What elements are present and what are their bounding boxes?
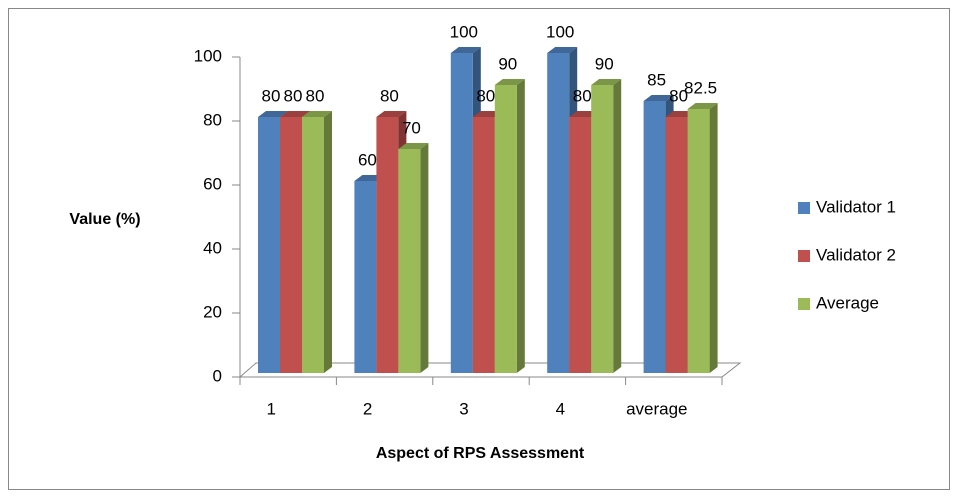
bar-top: [280, 111, 310, 117]
data-label: 100: [546, 22, 574, 41]
bar: [376, 117, 399, 373]
bar-top: [547, 47, 578, 53]
data-label: 80: [380, 86, 399, 105]
legend-swatch: [798, 202, 810, 214]
bar: [665, 117, 688, 373]
data-label: 80: [669, 86, 688, 105]
data-label: 80: [306, 86, 325, 105]
data-label: 70: [402, 118, 421, 137]
x-tick-label: 3: [459, 399, 468, 418]
bar: [687, 109, 710, 373]
y-tick-label: 100: [194, 46, 222, 65]
data-label: 80: [262, 86, 281, 105]
bar: [591, 85, 614, 373]
bar-side: [420, 143, 429, 373]
x-tick-label: average: [626, 399, 687, 418]
data-label: 85: [647, 70, 666, 89]
x-axis-label: Aspect of RPS Assessment: [376, 445, 585, 462]
bar: [643, 101, 666, 373]
bar-top: [643, 95, 674, 101]
bar-side: [709, 103, 718, 373]
bar: [569, 117, 592, 373]
bar: [398, 149, 421, 373]
data-label: 80: [476, 86, 495, 105]
bar: [450, 53, 473, 373]
bar: [472, 117, 495, 373]
bar-top: [302, 111, 332, 117]
bar-top: [258, 111, 288, 117]
y-tick-label: 0: [213, 366, 222, 385]
y-tick-label: 20: [203, 302, 222, 321]
bar: [547, 53, 570, 373]
bar-top: [450, 47, 481, 53]
x-tick-label: 2: [363, 399, 372, 418]
x-tick-label: 4: [556, 399, 565, 418]
data-label: 80: [573, 86, 592, 105]
legend-swatch: [798, 298, 810, 310]
bar-top: [687, 103, 718, 109]
bar-side: [613, 79, 622, 373]
data-label: 80: [284, 86, 303, 105]
bar-side: [516, 79, 525, 373]
y-axis-label: Value (%): [69, 211, 140, 228]
bar-top: [494, 79, 525, 85]
legend-label: Average: [816, 293, 879, 312]
data-label: 82.5: [684, 78, 717, 97]
bar-top: [398, 143, 429, 149]
bar: [302, 117, 324, 373]
y-tick-label: 40: [203, 238, 222, 257]
bar-top: [376, 111, 407, 117]
data-label: 60: [358, 150, 377, 169]
legend-label: Validator 2: [816, 245, 896, 264]
x-tick-label: 1: [266, 399, 275, 418]
legend-swatch: [798, 250, 810, 262]
bar: [354, 181, 377, 373]
legend-label: Validator 1: [816, 197, 896, 216]
data-label: 90: [595, 54, 614, 73]
bar: [494, 85, 517, 373]
bar-top: [591, 79, 622, 85]
y-tick-label: 80: [203, 110, 222, 129]
bar: [280, 117, 302, 373]
data-label: 90: [498, 54, 517, 73]
data-label: 100: [450, 22, 478, 41]
y-tick-label: 60: [203, 174, 222, 193]
bar: [258, 117, 280, 373]
bar-side: [324, 111, 332, 373]
